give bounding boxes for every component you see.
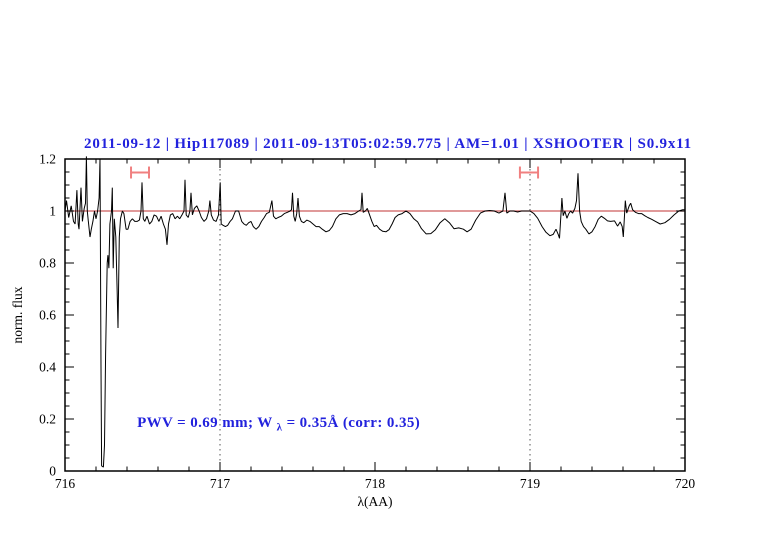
x-tick-label: 718 (365, 476, 386, 491)
axis-ticks (64, 158, 686, 472)
axis-tick-labels: 716 717 718 719 720 0 0.2 0.4 0.6 0.8 1 1.2 (39, 152, 695, 492)
x-tick-label: 717 (210, 476, 231, 491)
y-tick-label: 0 (49, 464, 56, 479)
band-marker (130, 166, 151, 179)
y-tick-label: 0.2 (39, 412, 56, 427)
y-axis-label: norm. flux (10, 286, 25, 343)
dotted-guide-lines (219, 159, 531, 471)
band-markers (130, 166, 540, 179)
x-axis-label: λ(AA) (357, 494, 392, 509)
x-tick-label: 719 (520, 476, 541, 491)
annotation-text-after-subscript: = 0.35Å (corr: 0.35) (287, 415, 421, 431)
x-tick-label: 716 (55, 476, 76, 491)
y-tick-label: 1 (49, 204, 56, 219)
x-tick-label: 720 (675, 476, 696, 491)
band-marker (518, 166, 540, 179)
spectrum-line (64, 156, 685, 468)
plot-title: 2011-09-12 | Hip117089 | 2011-09-13T05:0… (84, 136, 692, 152)
y-tick-label: 0.4 (39, 360, 56, 375)
y-tick-label: 1.2 (39, 152, 56, 167)
pwv-annotation: PWV = 0.69 mm; W λ = 0.35Å (corr: 0.35) (137, 415, 420, 435)
annotation-lambda-subscript: λ (277, 422, 283, 434)
spectrum-path (64, 156, 685, 468)
y-tick-label: 0.6 (39, 308, 56, 323)
annotation-text-before-subscript: PWV = 0.69 mm; W (137, 415, 272, 431)
y-tick-label: 0.8 (39, 256, 56, 271)
